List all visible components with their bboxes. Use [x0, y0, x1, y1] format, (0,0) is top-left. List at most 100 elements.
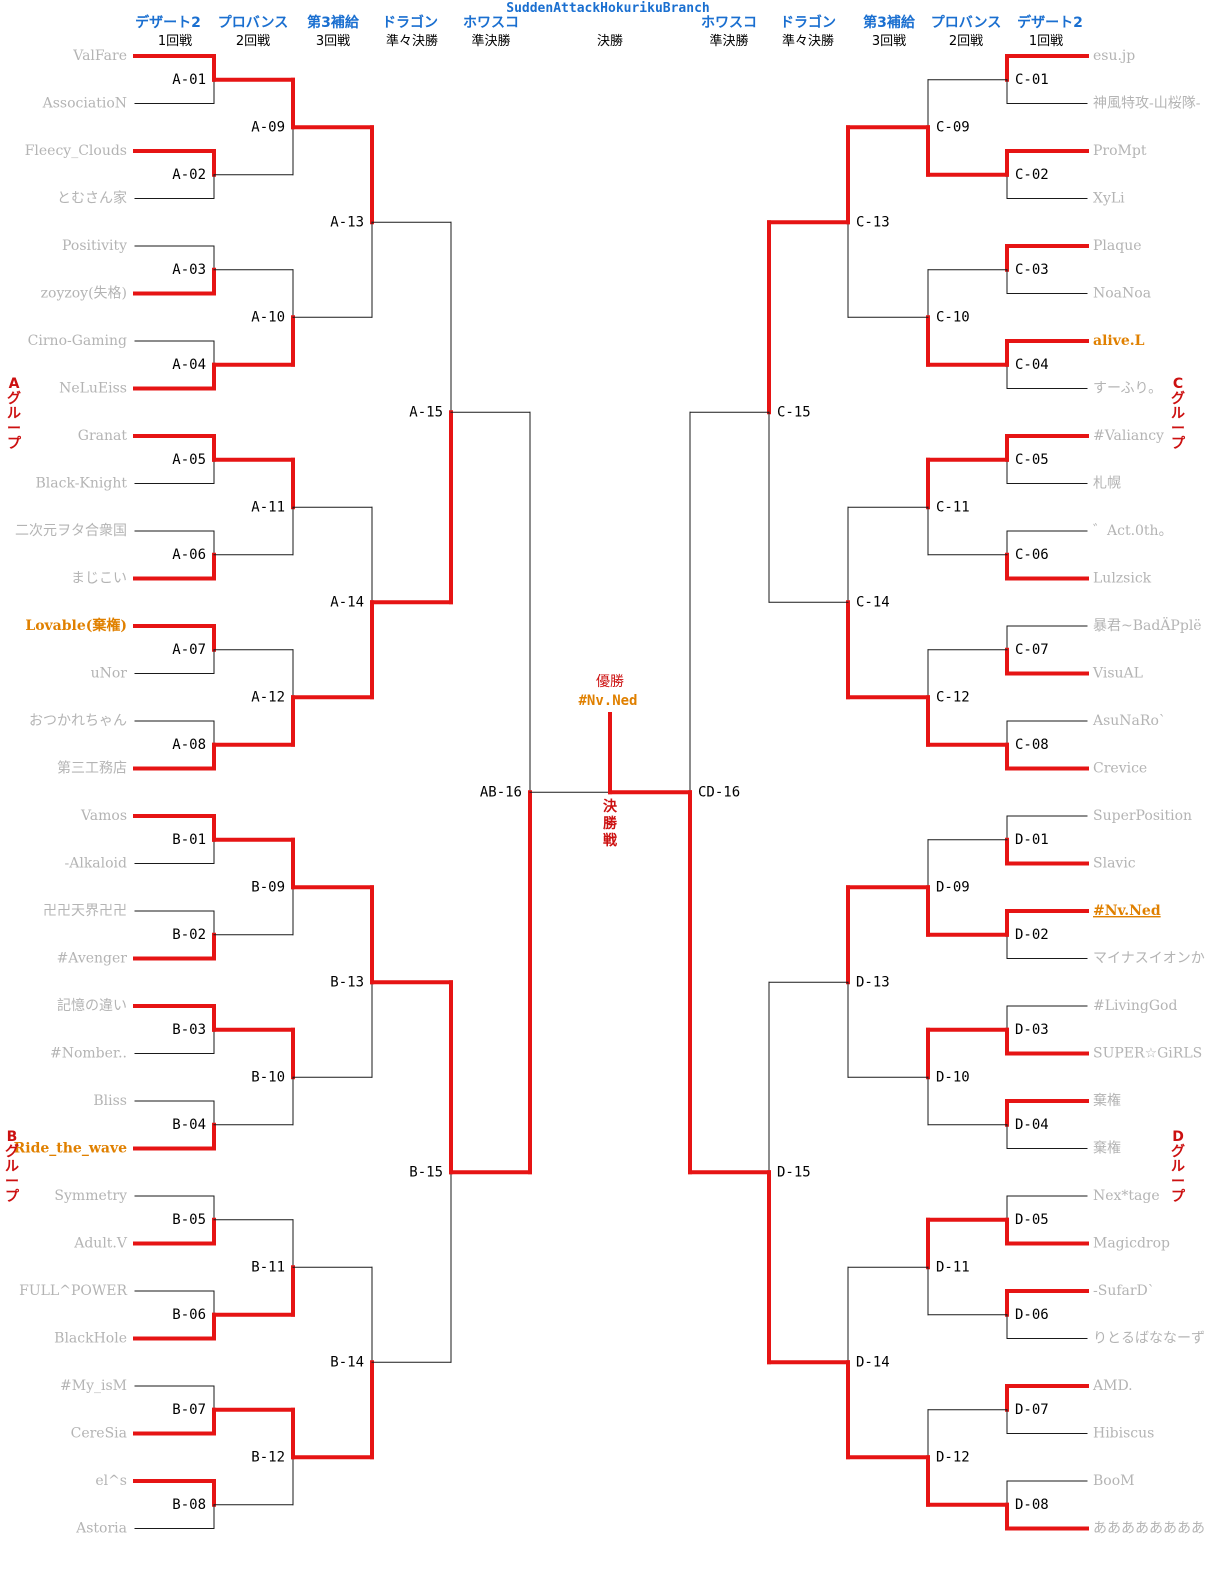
- group-c-label-char-1: C: [1173, 376, 1183, 392]
- header-right-r3-map: 第3補給: [863, 14, 916, 31]
- match-label-d-06: D-06: [1015, 1307, 1049, 1323]
- match-label-b-04: B-04: [172, 1117, 206, 1133]
- team-a-10: Black-Knight: [36, 476, 128, 492]
- match-label-b-13: B-13: [330, 974, 364, 990]
- match-label-b-07: B-07: [172, 1402, 206, 1418]
- team-c-15: AsuNaRo`: [1092, 713, 1166, 729]
- match-label-a-11: A-11: [251, 499, 285, 515]
- team-d-13: AMD.: [1092, 1378, 1133, 1394]
- header-right-r3-round: 3回戦: [872, 34, 906, 49]
- header-left-r4-map: ドラゴン: [382, 14, 438, 31]
- group-d-label-char-3: ル: [1171, 1159, 1185, 1175]
- team-c-3: ProMpt: [1093, 143, 1147, 159]
- match-label-b-15: B-15: [409, 1164, 443, 1180]
- group-b-label-char-1: B: [7, 1129, 18, 1145]
- header-right-r2-map: プロバンス: [931, 15, 1001, 31]
- header-right-r2-round: 2回戦: [949, 34, 983, 49]
- match-label-c-07: C-07: [1015, 642, 1049, 658]
- team-d-5: #LivingGod: [1093, 998, 1177, 1014]
- team-c-8: すーふり。: [1093, 381, 1162, 397]
- match-label-d-12: D-12: [936, 1449, 970, 1465]
- match-label-d-07: D-07: [1015, 1402, 1049, 1418]
- header-final-round: 決勝: [597, 34, 623, 49]
- team-c-1: esu.jp: [1093, 48, 1135, 64]
- group-a-label-char-5: プ: [7, 436, 22, 452]
- team-b-10: Adult.V: [73, 1236, 128, 1252]
- group-b-label-char-4: ー: [5, 1174, 19, 1190]
- match-label-b-09: B-09: [251, 879, 285, 895]
- team-d-7: 棄権: [1093, 1092, 1121, 1109]
- team-d-4: マイナスイオンか: [1093, 951, 1205, 967]
- team-a-16: 第三工務店: [57, 760, 127, 777]
- team-b-11: FULL^POWER: [19, 1283, 127, 1299]
- final-label-char-3: 戦: [603, 832, 618, 849]
- match-label-d-15: D-15: [777, 1164, 811, 1180]
- team-a-1: ValFare: [72, 48, 127, 64]
- header-left-r2-round: 2回戦: [236, 34, 270, 49]
- team-a-8: NeLuEiss: [59, 381, 127, 397]
- match-label-d-04: D-04: [1015, 1117, 1049, 1133]
- match-label-d-13: D-13: [856, 974, 890, 990]
- group-d-label-char-2: グ: [1171, 1143, 1185, 1160]
- match-label-b-11: B-11: [251, 1259, 285, 1275]
- team-a-7: Cirno-Gaming: [28, 333, 127, 349]
- team-b-1: Vamos: [80, 808, 127, 824]
- match-label-c-11: C-11: [936, 499, 970, 515]
- team-c-16: Crevice: [1093, 761, 1147, 777]
- team-b-2: -Alkaloid: [65, 856, 128, 872]
- team-d-10: Magicdrop: [1093, 1236, 1170, 1252]
- team-a-3: Fleecy_Clouds: [25, 143, 127, 159]
- team-a-11: 二次元ヲタ合衆国: [15, 523, 127, 539]
- team-c-4: XyLi: [1093, 191, 1125, 207]
- team-b-5: 記憶の違い: [57, 997, 127, 1014]
- team-c-11: ゛Act.0th。: [1093, 523, 1173, 539]
- match-label-d-14: D-14: [856, 1354, 890, 1370]
- team-d-12: りとるばななーず: [1093, 1331, 1205, 1347]
- match-label-d-05: D-05: [1015, 1212, 1049, 1228]
- team-d-16: ああああああああ: [1093, 1521, 1205, 1537]
- match-label-c-02: C-02: [1015, 167, 1049, 183]
- match-label-b-08: B-08: [172, 1497, 206, 1513]
- champion-label: 優勝: [596, 674, 624, 690]
- group-a-label-char-3: ル: [7, 406, 21, 422]
- final-label-char-1: 決: [603, 798, 618, 815]
- team-d-6: SUPER☆GiRLS: [1093, 1046, 1202, 1062]
- match-label-a-08: A-08: [172, 737, 206, 753]
- match-label-a-07: A-07: [172, 642, 206, 658]
- match-label-c-13: C-13: [856, 214, 890, 230]
- team-a-5: Positivity: [62, 238, 127, 254]
- match-label-ab-16: AB-16: [480, 784, 522, 800]
- group-b-label-char-5: プ: [5, 1189, 20, 1205]
- group-c-label-char-2: グ: [1171, 390, 1185, 407]
- match-label-a-10: A-10: [251, 309, 285, 325]
- match-label-c-12: C-12: [936, 689, 970, 705]
- group-b-label-char-2: グ: [5, 1143, 19, 1160]
- team-a-13: Lovable(棄権): [25, 617, 127, 634]
- group-a-label-char-1: A: [9, 376, 20, 392]
- match-label-b-03: B-03: [172, 1022, 206, 1038]
- team-b-14: CereSia: [71, 1426, 127, 1442]
- team-c-14: VisuAL: [1092, 666, 1143, 682]
- team-d-2: Slavic: [1093, 856, 1136, 872]
- bracket-labels: ValFare AssociatioN Fleecy_Clouds とむさん家 Posi…: [5, 48, 1205, 1537]
- team-a-2: AssociatioN: [42, 96, 127, 112]
- match-label-d-01: D-01: [1015, 832, 1049, 848]
- match-label-a-15: A-15: [409, 404, 443, 420]
- match-label-c-09: C-09: [936, 119, 970, 135]
- team-c-10: 札幌: [1093, 476, 1121, 492]
- header-left-r4-round: 準々決勝: [386, 33, 438, 49]
- match-label-a-01: A-01: [172, 72, 206, 88]
- match-label-b-12: B-12: [251, 1449, 285, 1465]
- match-label-d-03: D-03: [1015, 1022, 1049, 1038]
- match-label-c-04: C-04: [1015, 357, 1049, 373]
- header-right-r4-map: ドラゴン: [780, 14, 836, 31]
- group-d-label-char-4: ー: [1171, 1174, 1185, 1190]
- team-b-3: 卍卍天界卍卍: [43, 903, 127, 919]
- match-label-a-14: A-14: [330, 594, 364, 610]
- match-label-c-10: C-10: [936, 309, 970, 325]
- group-a-label-char-4: ー: [7, 421, 21, 437]
- match-label-d-10: D-10: [936, 1069, 970, 1085]
- team-b-7: Bliss: [93, 1093, 127, 1109]
- group-c-label-char-3: ル: [1171, 406, 1185, 422]
